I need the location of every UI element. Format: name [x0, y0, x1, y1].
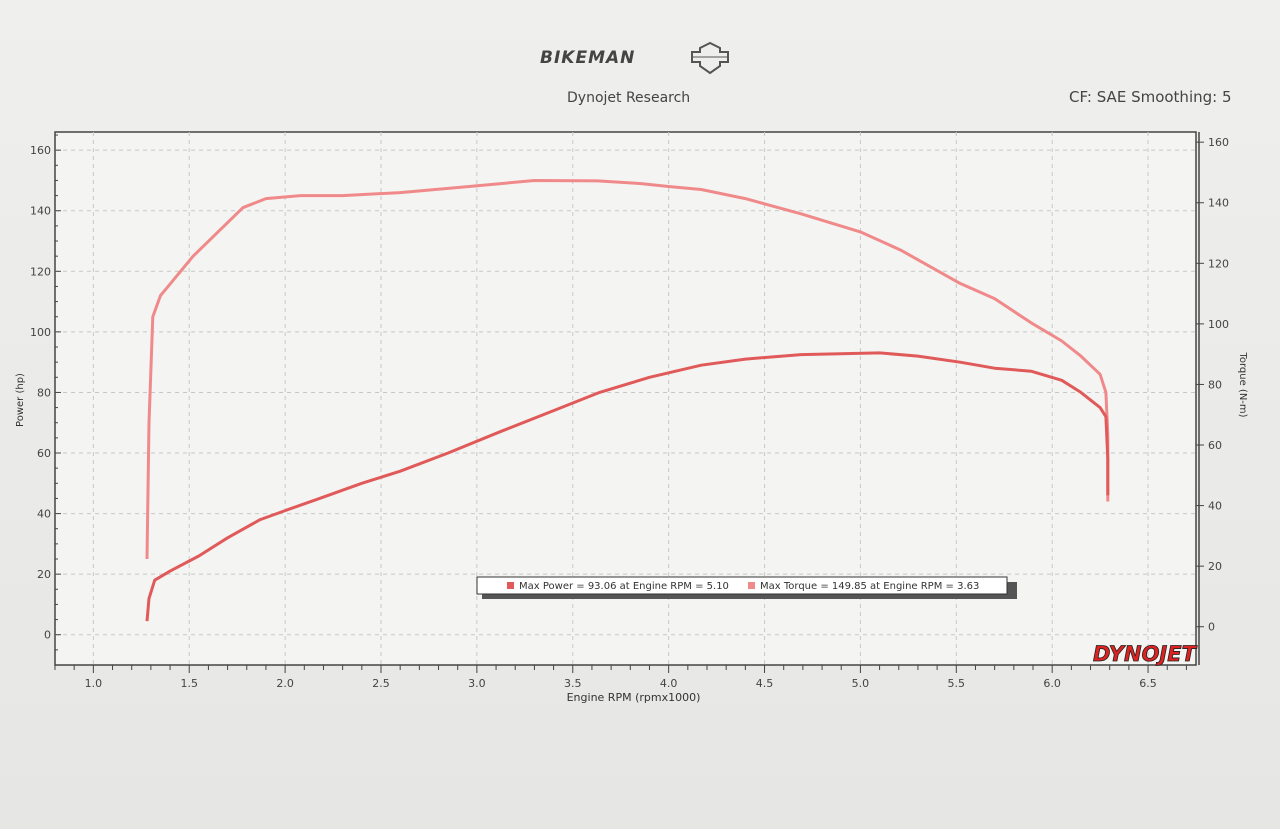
- y2-tick-label: 140: [1208, 197, 1229, 210]
- y2-tick-label: 0: [1208, 621, 1215, 634]
- y-tick-label: 60: [37, 447, 51, 460]
- y-tick-label: 40: [37, 508, 51, 521]
- x-tick-label: 2.0: [276, 677, 294, 690]
- y-axis-label: Power (hp): [15, 373, 26, 427]
- y2-tick-label: 40: [1208, 500, 1222, 513]
- y2-tick-label: 160: [1208, 136, 1229, 149]
- x-tick-label: 6.5: [1139, 677, 1157, 690]
- y-tick-label: 100: [30, 326, 51, 339]
- x-tick-label: 2.5: [372, 677, 390, 690]
- x-tick-label: 3.0: [468, 677, 486, 690]
- legend-entry: Max Power = 93.06 at Engine RPM = 5.10: [519, 581, 729, 592]
- series-line-power: [145, 351, 1110, 622]
- x-tick-label: 4.5: [756, 677, 774, 690]
- y-tick-label: 20: [37, 568, 51, 581]
- legend-entry: Max Torque = 149.85 at Engine RPM = 3.63: [760, 581, 979, 592]
- y2-tick-label: 20: [1208, 560, 1222, 573]
- legend-swatch: [748, 582, 755, 589]
- dynojet-logo: DYNOJET: [1093, 642, 1198, 666]
- x-axis-label: Engine RPM (rpmx1000): [567, 691, 701, 704]
- x-tick-label: 6.0: [1043, 677, 1061, 690]
- x-tick-label: 5.5: [948, 677, 966, 690]
- plot-area: [54, 131, 1197, 666]
- y2-axis-label: Torque (N-m): [1237, 351, 1248, 417]
- settings-text: CF: SAE Smoothing: 5: [1069, 88, 1232, 106]
- harley-shield-icon: [691, 41, 729, 75]
- legend-swatch: [507, 582, 514, 589]
- y-tick-label: 140: [30, 205, 51, 218]
- x-tick-label: 5.0: [852, 677, 870, 690]
- y-tick-label: 160: [30, 144, 51, 157]
- x-tick-label: 4.0: [660, 677, 678, 690]
- y2-tick-label: 120: [1208, 257, 1229, 270]
- x-tick-label: 3.5: [564, 677, 582, 690]
- y-tick-label: 80: [37, 386, 51, 399]
- x-tick-label: 1.5: [180, 677, 198, 690]
- brand-name: BIKEMAN: [540, 48, 636, 68]
- y2-tick-label: 60: [1208, 439, 1222, 452]
- series-line-torque: [145, 179, 1110, 560]
- y2-tick-label: 100: [1208, 318, 1229, 331]
- legend-box: [476, 576, 1008, 595]
- subtitle: Dynojet Research: [567, 90, 691, 106]
- y-tick-label: 0: [44, 629, 51, 642]
- y-tick-label: 120: [30, 265, 51, 278]
- y2-tick-label: 80: [1208, 378, 1222, 391]
- x-tick-label: 1.0: [85, 677, 103, 690]
